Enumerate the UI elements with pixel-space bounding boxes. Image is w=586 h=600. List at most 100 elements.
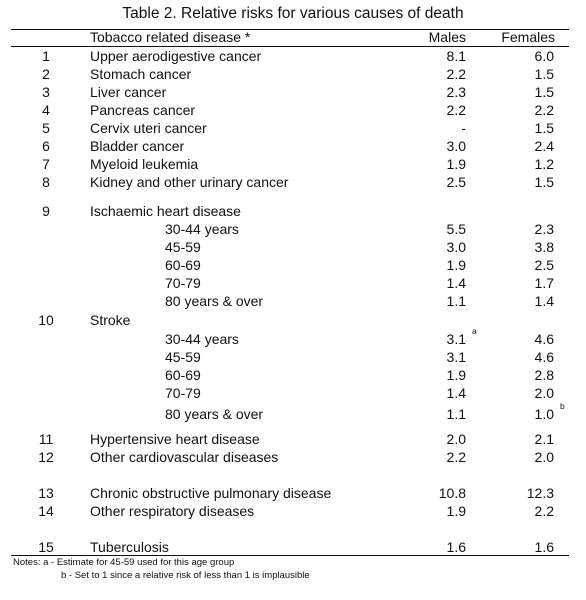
males-value: 1.9: [446, 156, 466, 172]
row-label: Myeloid leukemia: [90, 156, 199, 172]
males-value: 5.5: [446, 221, 466, 237]
row-number: 13: [38, 485, 54, 501]
females-value: 1.0: [534, 406, 554, 422]
row-number: 3: [42, 84, 50, 100]
table-row: 2 Stomach cancer 2.2 1.5: [0, 65, 586, 83]
row-label: 60-69: [165, 257, 201, 273]
females-value: 12.3: [526, 485, 554, 501]
table-row: 45-59 3.1 4.6: [0, 348, 586, 366]
row-label: 80 years & over: [165, 293, 264, 309]
males-value: 8.1: [446, 48, 466, 64]
table-row: 60-69 1.9 2.5: [0, 256, 586, 274]
males-value: 3.1: [446, 331, 466, 347]
row-number: 14: [38, 503, 54, 519]
table-row: 70-79 1.4 2.0: [0, 384, 586, 402]
row-number: 5: [42, 120, 50, 136]
row-number: 15: [38, 539, 54, 555]
row-label: Liver cancer: [90, 84, 167, 100]
females-value: 6.0: [534, 48, 554, 64]
males-value: 1.6: [446, 539, 466, 555]
females-value: 2.1: [534, 431, 554, 447]
males-value: 1.4: [446, 385, 466, 401]
footnote-marker-a: a: [472, 326, 477, 336]
row-label: 30-44 years: [165, 331, 239, 347]
row-label: Cervix uteri cancer: [90, 120, 207, 136]
females-value: 2.8: [534, 367, 554, 383]
females-value: 2.5: [534, 257, 554, 273]
header-disease: Tobacco related disease *: [90, 29, 251, 45]
table-row: 60-69 1.9 2.8: [0, 366, 586, 384]
row-label: 45-59: [165, 349, 201, 365]
table-top-rule: [11, 29, 569, 30]
males-value: 1.1: [446, 293, 466, 309]
row-number: 8: [42, 174, 50, 190]
table-row: 80 years & over 1.1 1.0 b: [0, 401, 586, 423]
females-value: 2.4: [534, 138, 554, 154]
table-row: 9 Ischaemic heart disease: [0, 202, 586, 220]
row-label: Tuberculosis: [90, 539, 169, 555]
females-value: 4.6: [534, 349, 554, 365]
males-value: 2.3: [446, 84, 466, 100]
males-value: 10.8: [438, 485, 466, 501]
row-label: 70-79: [165, 385, 201, 401]
row-label: 80 years & over: [165, 406, 264, 422]
females-value: 1.7: [534, 275, 554, 291]
row-number: 11: [38, 431, 54, 447]
table-bottom-rule: [11, 555, 569, 556]
males-value: 1.9: [446, 503, 466, 519]
males-value: 1.1: [446, 406, 466, 422]
footnote-b: b - Set to 1 since a relative risk of le…: [61, 570, 310, 581]
table-caption: Table 2. Relative risks for various caus…: [122, 5, 464, 22]
females-value: 1.5: [534, 84, 554, 100]
table-row: 80 years & over 1.1 1.4: [0, 292, 586, 310]
females-value: 1.5: [534, 174, 554, 190]
row-number: 12: [38, 449, 54, 465]
females-value: 2.0: [534, 449, 554, 465]
females-value: 1.2: [534, 156, 554, 172]
females-value: 2.0: [534, 385, 554, 401]
row-label: Kidney and other urinary cancer: [90, 174, 289, 190]
table-row: 15 Tuberculosis 1.6 1.6: [0, 538, 586, 556]
males-value: 2.2: [446, 449, 466, 465]
table-row: 45-59 3.0 3.8: [0, 238, 586, 256]
table-row: 5 Cervix uteri cancer - 1.5: [0, 119, 586, 137]
males-value: 3.0: [446, 138, 466, 154]
row-number: 1: [42, 48, 50, 64]
females-value: 2.2: [534, 102, 554, 118]
males-value: 2.0: [446, 431, 466, 447]
table-row: 30-44 years 5.5 2.3: [0, 220, 586, 238]
females-value: 1.5: [534, 120, 554, 136]
males-value: 2.2: [446, 66, 466, 82]
table-row: 4 Pancreas cancer 2.2 2.2: [0, 101, 586, 119]
header-females: Females: [501, 29, 555, 45]
females-value: 3.8: [534, 239, 554, 255]
row-label: Stomach cancer: [90, 66, 192, 82]
row-label: Stroke: [90, 312, 131, 328]
row-label: 45-59: [165, 239, 201, 255]
table-row: 13 Chronic obstructive pulmonary disease 1…: [0, 484, 586, 502]
males-value: 1.9: [446, 367, 466, 383]
table-row: 1 Upper aerodigestive cancer 8.1 6.0: [0, 47, 586, 65]
table-row: 7 Myeloid leukemia 1.9 1.2: [0, 155, 586, 173]
row-number: 4: [42, 102, 50, 118]
footnote-a: Notes: a - Estimate for 45-59 used for t…: [13, 557, 235, 568]
row-number: 2: [42, 66, 50, 82]
row-label: Bladder cancer: [90, 138, 185, 154]
table-header-rule: [11, 46, 569, 47]
header-males: Males: [428, 29, 466, 45]
males-value: 1.4: [446, 275, 466, 291]
table-header-row: Tobacco related disease * Males Females: [0, 28, 586, 46]
females-value: 1.5: [534, 66, 554, 82]
males-value: 2.2: [446, 102, 466, 118]
table-row: 6 Bladder cancer 3.0 2.4: [0, 137, 586, 155]
males-value: 3.1: [446, 349, 466, 365]
males-value: 3.0: [446, 239, 466, 255]
row-label: Pancreas cancer: [90, 102, 196, 118]
females-value: 4.6: [534, 331, 554, 347]
table-row: 10 Stroke: [0, 311, 586, 329]
row-number: 10: [38, 312, 54, 328]
table-row: 8 Kidney and other urinary cancer 2.5 1.5: [0, 173, 586, 191]
row-label: 70-79: [165, 275, 201, 291]
row-label: 60-69: [165, 367, 201, 383]
